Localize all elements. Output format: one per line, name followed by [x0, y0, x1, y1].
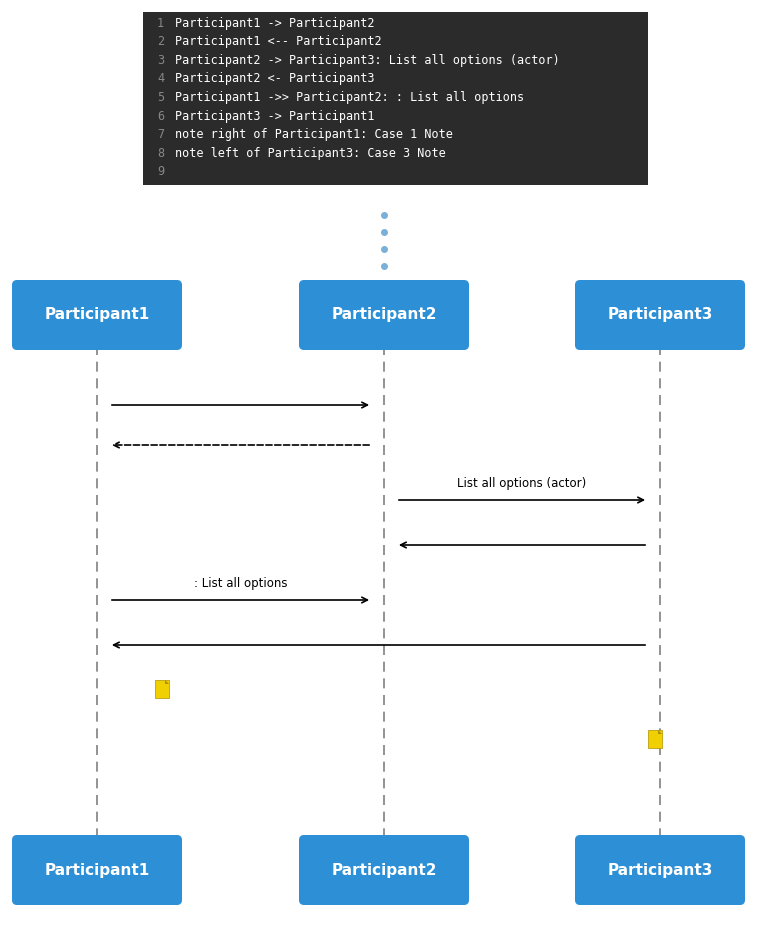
Text: Participant3: Participant3 [608, 862, 713, 878]
Bar [155, 680, 169, 698]
Text: Participant1 <-- Participant2: Participant1 <-- Participant2 [175, 35, 381, 48]
FancyBboxPatch shape [575, 280, 745, 350]
Text: Participant2: Participant2 [331, 862, 437, 878]
Polygon shape [658, 730, 662, 734]
Text: 7: 7 [157, 128, 164, 141]
Text: Participant3: Participant3 [608, 308, 713, 323]
Bar [143, 12, 648, 185]
Text: List all options (actor): List all options (actor) [458, 477, 587, 490]
Text: Participant2 -> Participant3: List all options (actor): Participant2 -> Participant3: List all o… [175, 54, 560, 67]
FancyBboxPatch shape [299, 280, 469, 350]
Text: 6: 6 [157, 109, 164, 122]
Text: Participant1 -> Participant2: Participant1 -> Participant2 [175, 17, 375, 30]
FancyBboxPatch shape [12, 280, 182, 350]
Text: note right of Participant1: Case 1 Note: note right of Participant1: Case 1 Note [175, 128, 453, 141]
Text: Participant1: Participant1 [45, 862, 150, 878]
Text: : List all options: : List all options [194, 577, 288, 590]
Text: Participant3 -> Participant1: Participant3 -> Participant1 [175, 109, 375, 122]
Text: 5: 5 [157, 91, 164, 104]
Text: 2: 2 [157, 35, 164, 48]
FancyBboxPatch shape [299, 835, 469, 905]
Text: Participant2: Participant2 [331, 308, 437, 323]
FancyBboxPatch shape [12, 835, 182, 905]
FancyBboxPatch shape [575, 835, 745, 905]
Text: Participant2 <- Participant3: Participant2 <- Participant3 [175, 72, 375, 85]
Polygon shape [165, 680, 169, 684]
Text: 9: 9 [157, 166, 164, 179]
Text: 3: 3 [157, 54, 164, 67]
Text: note left of Participant3: Case 3 Note: note left of Participant3: Case 3 Note [175, 146, 446, 159]
Text: 8: 8 [157, 146, 164, 159]
Text: Participant1 ->> Participant2: : List all options: Participant1 ->> Participant2: : List al… [175, 91, 524, 104]
Bar [648, 730, 662, 748]
Text: Participant1: Participant1 [45, 308, 150, 323]
Text: 1: 1 [157, 17, 164, 30]
Text: 4: 4 [157, 72, 164, 85]
